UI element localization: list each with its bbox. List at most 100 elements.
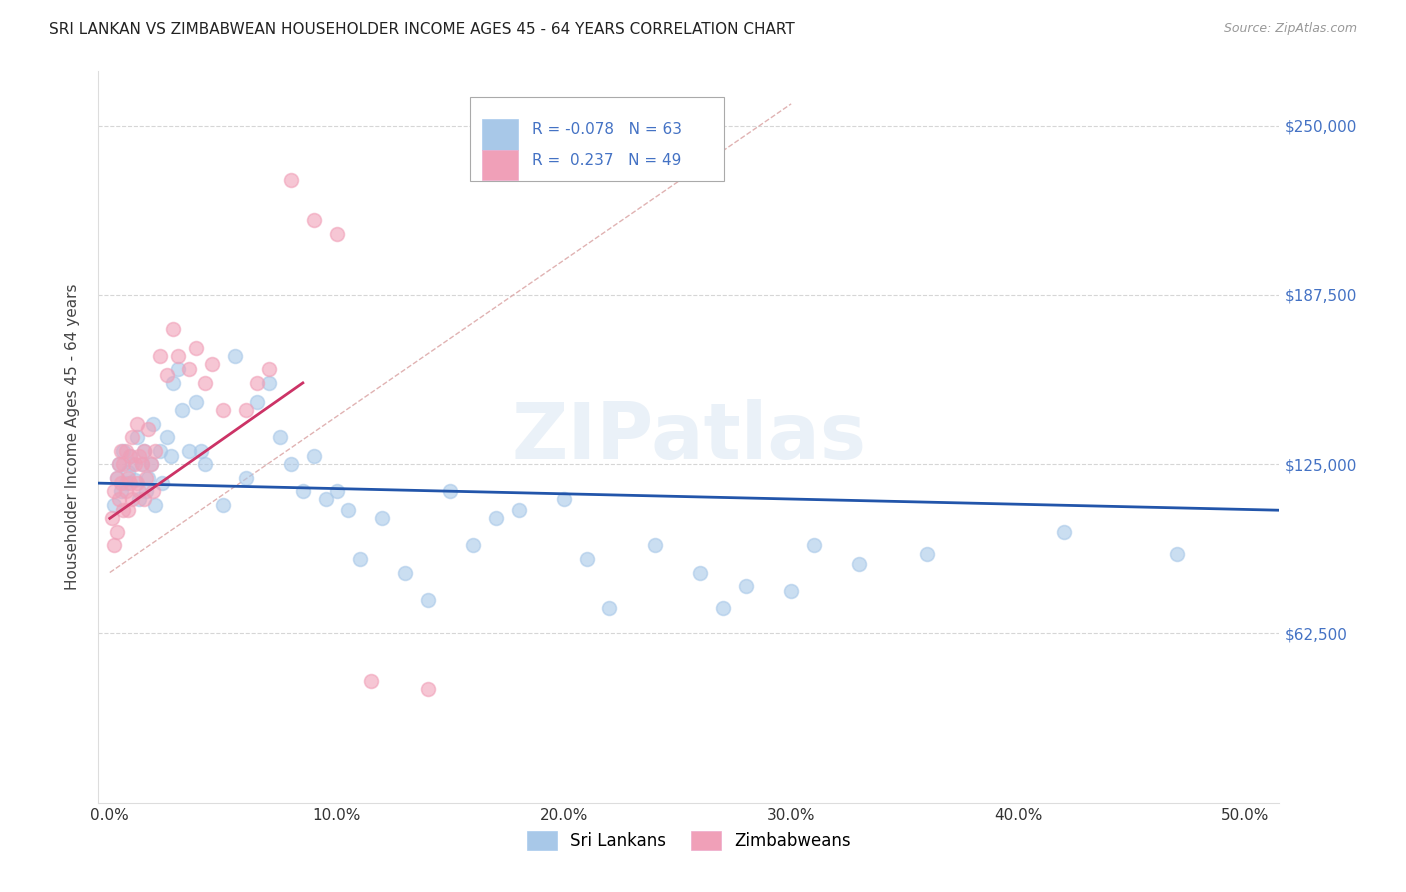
Point (575, 552, 598, 566)
Point (848, 558, 870, 572)
Point (326, 227, 349, 241)
Point (120, 449, 142, 463)
Point (485, 511, 508, 525)
Point (105, 471, 128, 485)
Point (132, 443, 155, 458)
Point (149, 443, 172, 458)
Point (139, 457, 162, 471)
Point (114, 476, 136, 491)
Point (121, 492, 143, 507)
Point (291, 484, 314, 499)
Point (124, 457, 146, 471)
Point (131, 457, 153, 471)
Point (128, 492, 150, 507)
Point (416, 592, 439, 607)
Point (184, 341, 207, 355)
Point (508, 503, 530, 517)
Point (167, 349, 190, 363)
Point (734, 579, 756, 593)
Point (108, 492, 131, 507)
Point (149, 349, 172, 363)
Y-axis label: Householder Income Ages 45 - 64 years: Householder Income Ages 45 - 64 years (65, 284, 80, 591)
Point (131, 457, 153, 471)
Point (190, 443, 212, 458)
Point (257, 362, 280, 376)
Text: R = -0.078   N = 63: R = -0.078 N = 63 (531, 122, 682, 136)
Point (235, 471, 257, 485)
Point (172, 403, 194, 417)
Point (128, 449, 150, 463)
Legend: Sri Lankans, Zimbabweans: Sri Lankans, Zimbabweans (520, 824, 858, 856)
Point (463, 538, 485, 552)
Point (112, 503, 135, 517)
Point (394, 566, 416, 580)
Point (1166, 547, 1188, 561)
Point (155, 430, 177, 444)
Point (194, 457, 217, 471)
Point (780, 584, 803, 599)
FancyBboxPatch shape (482, 119, 517, 150)
Point (101, 511, 124, 525)
Point (117, 503, 139, 517)
Point (117, 465, 139, 479)
Point (598, 600, 620, 615)
FancyBboxPatch shape (471, 97, 724, 181)
Point (803, 538, 825, 552)
Point (337, 503, 360, 517)
Point (132, 443, 155, 458)
Point (416, 681, 439, 696)
Point (349, 552, 371, 566)
Point (246, 376, 269, 390)
Point (167, 362, 190, 376)
Point (125, 430, 148, 444)
Point (326, 484, 349, 499)
Point (139, 457, 162, 471)
Text: Source: ZipAtlas.com: Source: ZipAtlas.com (1223, 22, 1357, 36)
Point (103, 498, 125, 512)
Point (201, 357, 224, 371)
Point (360, 673, 382, 688)
Point (103, 484, 125, 499)
Point (110, 443, 132, 458)
Point (315, 492, 337, 507)
Point (302, 449, 325, 463)
Point (280, 172, 302, 186)
Text: SRI LANKAN VS ZIMBABWEAN HOUSEHOLDER INCOME AGES 45 - 64 YEARS CORRELATION CHART: SRI LANKAN VS ZIMBABWEAN HOUSEHOLDER INC… (49, 22, 794, 37)
Point (212, 498, 235, 512)
Point (143, 443, 166, 458)
Point (120, 449, 142, 463)
Point (689, 566, 711, 580)
Point (103, 538, 125, 552)
Point (110, 476, 132, 491)
Point (553, 492, 575, 507)
Point (120, 476, 142, 491)
Point (108, 457, 131, 471)
Point (114, 484, 136, 499)
Point (135, 484, 157, 499)
Text: ZIPatlas: ZIPatlas (512, 399, 866, 475)
Point (212, 403, 235, 417)
Point (162, 322, 184, 336)
Point (112, 457, 135, 471)
Point (257, 376, 280, 390)
Point (143, 498, 166, 512)
Point (110, 484, 132, 499)
Point (105, 524, 128, 539)
Point (105, 471, 128, 485)
Point (125, 476, 148, 491)
Point (138, 471, 160, 485)
Point (917, 547, 939, 561)
Point (128, 484, 150, 499)
Point (179, 443, 201, 458)
Point (142, 484, 165, 499)
Point (121, 457, 143, 471)
Point (269, 430, 291, 444)
Point (135, 471, 157, 485)
Point (112, 443, 135, 458)
Point (132, 492, 155, 507)
Point (246, 395, 269, 409)
Point (184, 395, 207, 409)
Text: R =  0.237   N = 49: R = 0.237 N = 49 (531, 153, 682, 168)
Point (280, 457, 302, 471)
Point (371, 511, 394, 525)
